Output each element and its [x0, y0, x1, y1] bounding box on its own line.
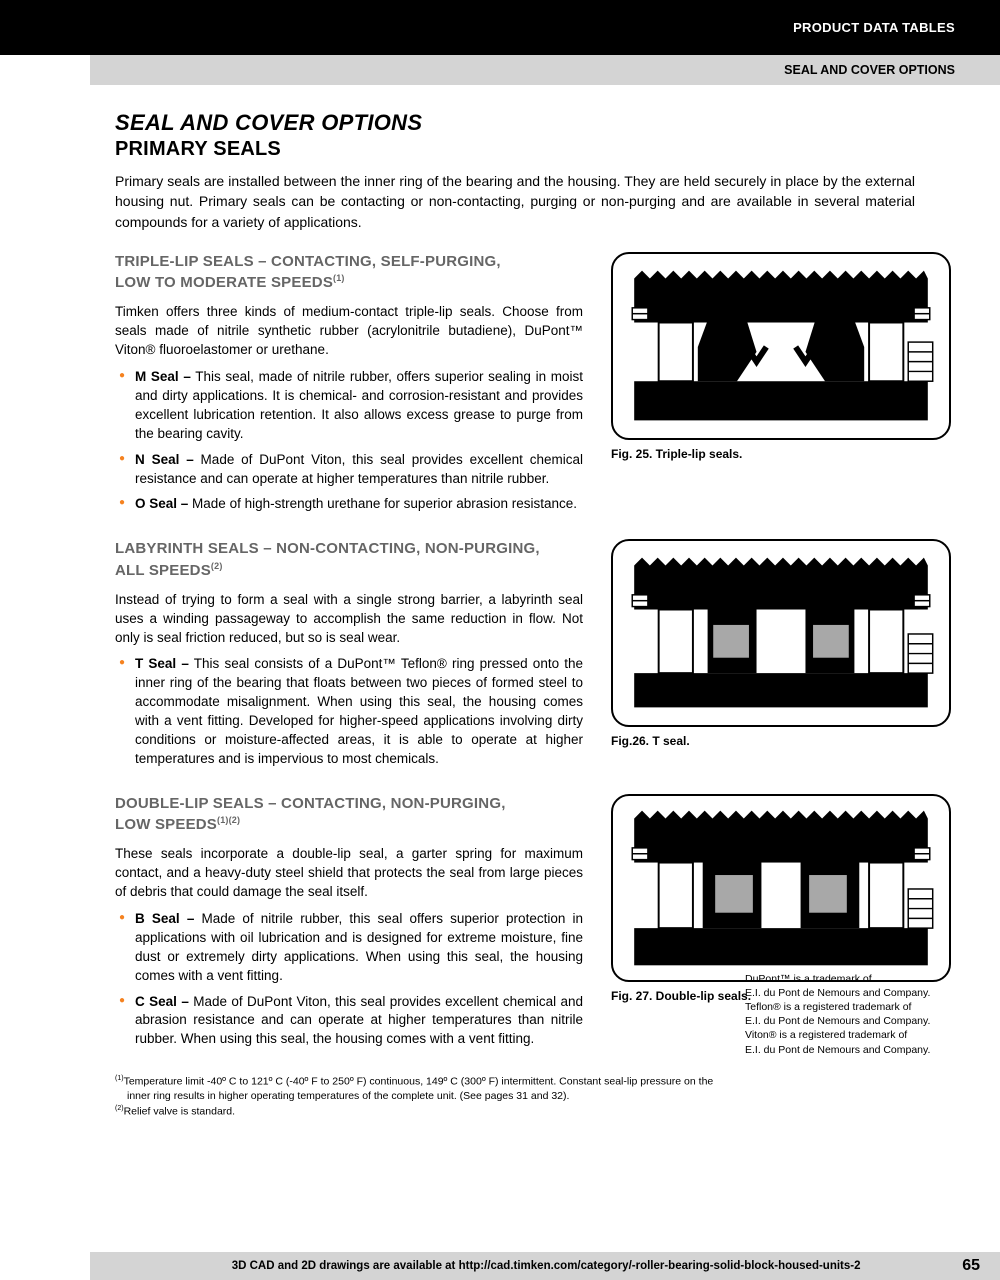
double-lip-seal-icon — [613, 796, 949, 980]
labyrinth-list: T Seal – This seal consists of a DuPont™… — [115, 655, 583, 768]
list-item: N Seal – Made of DuPont Viton, this seal… — [115, 451, 583, 489]
triple-lip-list: M Seal – This seal, made of nitrile rubb… — [115, 368, 583, 514]
list-item: C Seal – Made of DuPont Viton, this seal… — [115, 993, 583, 1050]
double-lip-list: B Seal – Made of nitrile rubber, this se… — [115, 910, 583, 1049]
footer-bar: 3D CAD and 2D drawings are available at … — [90, 1252, 1000, 1280]
footer-text: 3D CAD and 2D drawings are available at … — [90, 1260, 962, 1272]
section-title: PRIMARY SEALS — [115, 138, 955, 161]
labyrinth-row: LABYRINTH SEALS – NON-CONTACTING, NON-PU… — [115, 539, 955, 776]
figure-27-box — [611, 794, 951, 982]
footnotes: (1)Temperature limit -40º C to 121º C (-… — [115, 1074, 715, 1119]
page-number: 65 — [962, 1257, 1000, 1275]
list-item: O Seal – Made of high-strength urethane … — [115, 495, 583, 514]
figure-26-box — [611, 539, 951, 727]
triple-lip-heading: TRIPLE-LIP SEALS – CONTACTING, SELF-PURG… — [115, 252, 583, 294]
triple-lip-seal-icon — [613, 254, 949, 438]
labyrinth-para: Instead of trying to form a seal with a … — [115, 591, 583, 648]
figure-26-caption: Fig.26. T seal. — [611, 734, 951, 748]
list-item: B Seal – Made of nitrile rubber, this se… — [115, 910, 583, 986]
double-lip-para: These seals incorporate a double-lip sea… — [115, 845, 583, 902]
triple-lip-row: TRIPLE-LIP SEALS – CONTACTING, SELF-PURG… — [115, 252, 955, 521]
header-gray-bar: SEAL AND COVER OPTIONS — [90, 55, 1000, 85]
list-item: T Seal – This seal consists of a DuPont™… — [115, 655, 583, 768]
list-item: M Seal – This seal, made of nitrile rubb… — [115, 368, 583, 444]
figure-25-caption: Fig. 25. Triple-lip seals. — [611, 447, 951, 461]
header-black-bar: PRODUCT DATA TABLES — [0, 0, 1000, 55]
t-seal-icon — [613, 541, 949, 725]
trademark-note: DuPont™ is a trademark of E.I. du Pont d… — [745, 972, 955, 1057]
main-title: SEAL AND COVER OPTIONS — [115, 110, 955, 136]
header-gray-text: SEAL AND COVER OPTIONS — [784, 63, 955, 77]
figure-25-box — [611, 252, 951, 440]
double-lip-heading: DOUBLE-LIP SEALS – CONTACTING, NON-PURGI… — [115, 794, 583, 836]
header-black-text: PRODUCT DATA TABLES — [793, 20, 955, 35]
triple-lip-para: Timken offers three kinds of medium-cont… — [115, 303, 583, 360]
labyrinth-heading: LABYRINTH SEALS – NON-CONTACTING, NON-PU… — [115, 539, 583, 581]
intro-paragraph: Primary seals are installed between the … — [115, 171, 915, 232]
